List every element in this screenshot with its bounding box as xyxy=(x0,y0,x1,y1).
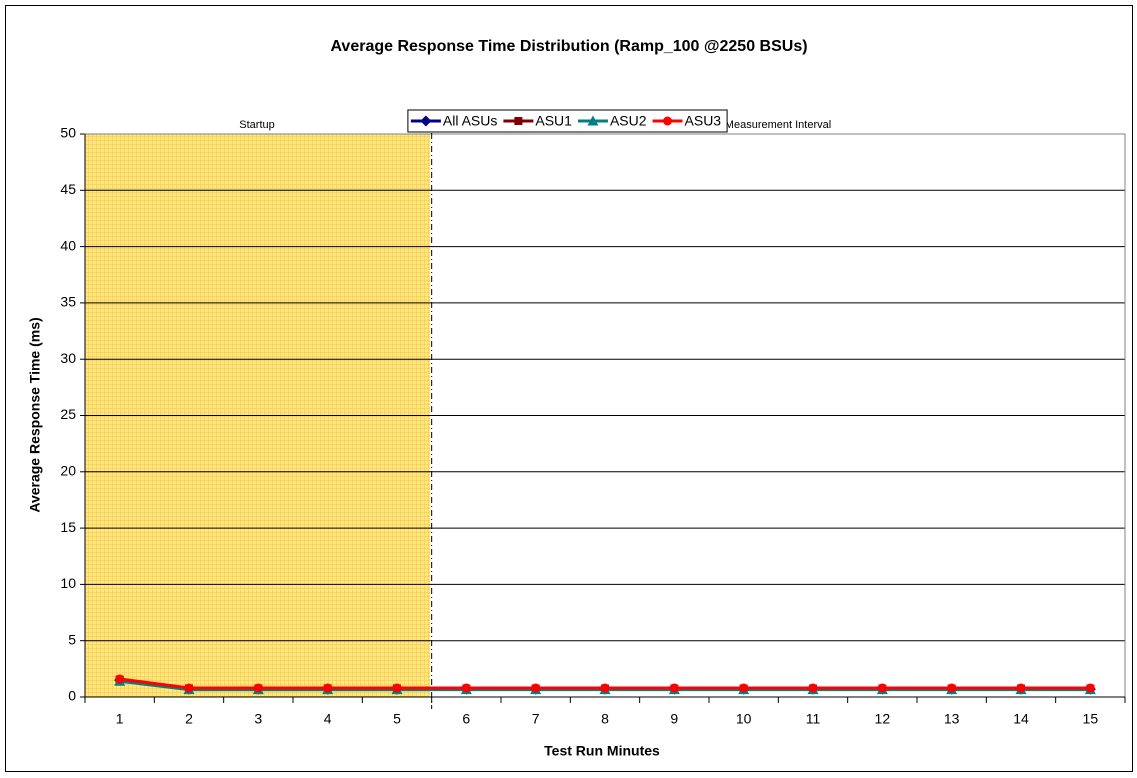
marker xyxy=(947,683,957,693)
y-tick-label: 5 xyxy=(68,631,76,647)
x-axis-label: Test Run Minutes xyxy=(544,743,660,759)
annotation: Startup xyxy=(239,119,274,131)
x-tick-label: 3 xyxy=(254,711,262,727)
marker xyxy=(115,674,125,684)
x-tick-label: 6 xyxy=(462,711,470,727)
y-axis-label: Average Response Time (ms) xyxy=(27,317,43,512)
x-tick-label: 1 xyxy=(116,711,124,727)
x-tick-label: 4 xyxy=(324,711,332,727)
y-tick-label: 50 xyxy=(60,125,76,141)
marker xyxy=(323,683,333,693)
x-tick-label: 12 xyxy=(875,711,891,727)
y-tick-label: 35 xyxy=(60,294,76,310)
marker xyxy=(739,683,749,693)
marker xyxy=(253,683,263,693)
marker xyxy=(663,116,673,126)
y-tick-label: 25 xyxy=(60,406,76,422)
x-tick-label: 5 xyxy=(393,711,401,727)
marker xyxy=(587,115,599,126)
legend-label: ASU1 xyxy=(535,113,572,129)
legend: All ASUs ASU1 ASU2 ASU3 xyxy=(407,109,728,133)
y-tick-label: 15 xyxy=(60,519,76,535)
y-tick-label: 20 xyxy=(60,463,76,479)
legend-label: All ASUs xyxy=(443,113,497,129)
legend-label: ASU2 xyxy=(610,113,647,129)
legend-box xyxy=(407,109,728,133)
x-tick-label: 8 xyxy=(601,711,609,727)
marker xyxy=(420,115,432,127)
x-tick-label: 14 xyxy=(1013,711,1029,727)
marker xyxy=(514,117,523,125)
chart-title: Average Response Time Distribution (Ramp… xyxy=(330,38,807,55)
y-tick-label: 10 xyxy=(60,575,76,591)
marker xyxy=(461,683,471,693)
x-tick-label: 11 xyxy=(806,711,821,727)
x-tick-label: 9 xyxy=(670,711,678,727)
marker xyxy=(877,683,887,693)
x-tick-label: 2 xyxy=(185,711,193,727)
marker xyxy=(808,683,818,693)
marker xyxy=(184,683,194,693)
y-tick-label: 40 xyxy=(60,237,76,253)
y-tick-label: 30 xyxy=(60,350,76,366)
marker xyxy=(669,683,679,693)
x-tick-label: 10 xyxy=(736,711,752,727)
x-tick-label: 13 xyxy=(944,711,960,727)
x-tick-label: 7 xyxy=(532,711,540,727)
annotation: Measurement Interval xyxy=(725,119,831,131)
marker xyxy=(1085,683,1095,693)
x-tick-label: 15 xyxy=(1083,711,1099,727)
y-tick-label: 0 xyxy=(68,688,76,704)
legend-label: ASU3 xyxy=(685,113,722,129)
marker xyxy=(392,683,402,693)
marker xyxy=(600,683,610,693)
y-tick-label: 45 xyxy=(60,181,76,197)
marker xyxy=(1016,683,1026,693)
marker xyxy=(531,683,541,693)
